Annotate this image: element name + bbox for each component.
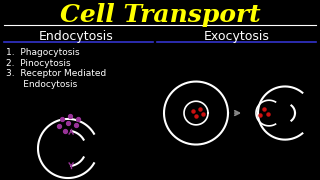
Text: Exocytosis: Exocytosis	[204, 30, 270, 43]
Text: 2.  Pinocytosis: 2. Pinocytosis	[6, 59, 71, 68]
Text: Endocytosis: Endocytosis	[39, 30, 113, 43]
Text: 3.  Receptor Mediated
      Endocytosis: 3. Receptor Mediated Endocytosis	[6, 69, 106, 89]
Text: 1.  Phagocytosis: 1. Phagocytosis	[6, 48, 80, 57]
Text: Cell Transport: Cell Transport	[60, 3, 260, 27]
